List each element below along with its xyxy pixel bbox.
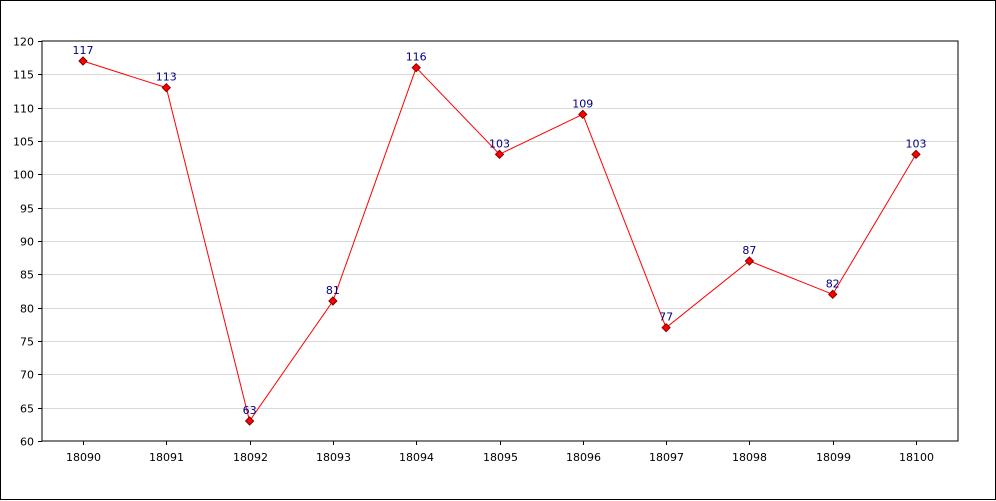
y-tick-label: 80	[20, 303, 34, 316]
data-point-marker	[494, 149, 505, 160]
grid-lines	[42, 74, 958, 409]
x-tick-label: 18093	[316, 451, 351, 464]
y-tick-label: 120	[13, 36, 34, 49]
y-tick-label: 90	[20, 236, 34, 249]
y-tick-label: 110	[13, 103, 34, 116]
data-point-marker	[911, 149, 921, 160]
y-tick-label: 95	[20, 203, 34, 216]
y-tick-label: 60	[20, 436, 34, 449]
y-tick-label: 115	[13, 69, 34, 82]
data-label: 87	[742, 244, 756, 257]
x-tick-label: 18091	[149, 451, 184, 464]
x-axis: 18090 18091 18092 18093 18094 18095 18096 18097…	[66, 441, 934, 464]
data-point-marker	[744, 256, 755, 266]
x-tick-label: 18092	[233, 451, 268, 464]
x-tick-label: 18090	[66, 451, 101, 464]
x-tick-label: 18097	[649, 451, 684, 464]
markers-group	[78, 56, 921, 426]
x-tick-label: 18099	[816, 451, 851, 464]
x-tick-label: 18098	[732, 451, 767, 464]
data-label: 113	[156, 71, 177, 84]
data-label: 109	[572, 97, 593, 110]
data-point-marker	[78, 56, 88, 66]
x-tick-label: 18094	[399, 451, 434, 464]
data-label: 77	[659, 311, 673, 324]
x-tick-label: 18100	[899, 451, 934, 464]
data-label: 81	[326, 284, 340, 297]
y-tick-label: 100	[13, 169, 34, 182]
data-point-marker	[827, 289, 838, 300]
data-label: 82	[826, 277, 840, 290]
y-axis: 60 65 70 75 80 85 90 95 100 105 110 115 120	[13, 36, 42, 449]
data-labels-group: 117 113 63 81 116 103 109 77 87 82 103	[73, 44, 927, 417]
data-label: 117	[73, 44, 94, 57]
data-point-marker	[161, 82, 172, 93]
data-label: 103	[489, 137, 510, 150]
data-point-marker	[578, 109, 588, 120]
x-tick-label: 18096	[566, 451, 601, 464]
data-label: 63	[243, 404, 257, 417]
data-point-marker	[244, 416, 255, 426]
y-tick-label: 85	[20, 269, 34, 282]
y-tick-label: 65	[20, 403, 34, 416]
data-point-marker	[328, 296, 338, 306]
y-tick-label: 105	[13, 136, 34, 149]
data-point-marker	[411, 62, 421, 73]
y-tick-label: 75	[20, 336, 34, 349]
data-point-marker	[661, 322, 671, 333]
data-label: 116	[406, 51, 427, 64]
x-tick-label: 18095	[483, 451, 518, 464]
data-label: 103	[906, 137, 927, 150]
y-tick-label: 70	[20, 369, 34, 382]
